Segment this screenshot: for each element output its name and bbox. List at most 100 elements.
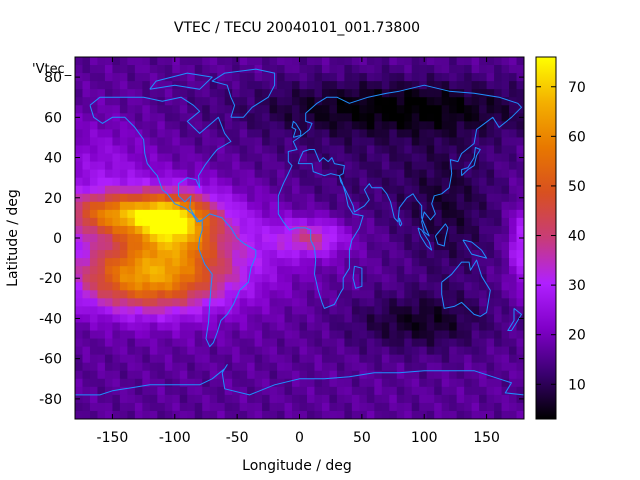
heatmap-cell <box>202 290 211 299</box>
heatmap-cell <box>277 177 286 187</box>
heatmap-cell <box>75 145 84 155</box>
heatmap-cell <box>127 394 136 404</box>
heatmap-cell <box>411 242 420 251</box>
heatmap-cell <box>149 242 158 251</box>
heatmap-cell <box>202 121 211 130</box>
heatmap-cell <box>187 81 196 90</box>
heatmap-cell <box>419 258 428 267</box>
heatmap-cell <box>389 314 398 324</box>
heatmap-cell <box>172 378 181 388</box>
heatmap-cell <box>194 145 203 155</box>
heatmap-cell <box>479 330 488 340</box>
heatmap-cell <box>389 242 398 251</box>
heatmap-cell <box>82 386 91 396</box>
heatmap-cell <box>329 282 338 291</box>
heatmap-cell <box>254 314 263 324</box>
heatmap-cell <box>441 177 450 187</box>
heatmap-cell <box>187 137 196 147</box>
heatmap-cell <box>464 346 473 356</box>
heatmap-cell <box>284 57 293 66</box>
heatmap-cell <box>164 65 173 74</box>
heatmap-cell <box>119 81 128 90</box>
heatmap-cell <box>104 402 114 412</box>
heatmap-cell <box>336 121 345 130</box>
heatmap-cell <box>306 322 316 332</box>
heatmap-cell <box>299 81 308 90</box>
heatmap-cell <box>202 306 211 316</box>
heatmap-cell <box>486 217 495 227</box>
heatmap-cell <box>374 81 383 90</box>
heatmap-cell <box>134 73 143 82</box>
heatmap-cell <box>179 354 188 364</box>
heatmap-cell <box>142 394 151 404</box>
heatmap-cell <box>314 225 323 235</box>
heatmap-cell <box>314 306 323 316</box>
heatmap-cell <box>217 233 226 243</box>
heatmap-cell <box>359 258 368 267</box>
heatmap-cell <box>202 410 211 419</box>
heatmap-cell <box>112 153 121 163</box>
y-tick-label: 0 <box>53 231 62 247</box>
heatmap-cell <box>179 314 188 324</box>
heatmap-cell <box>366 330 375 340</box>
heatmap-cell <box>321 242 331 251</box>
heatmap-cell <box>329 314 338 324</box>
heatmap-cell <box>149 274 158 283</box>
heatmap-cell <box>179 362 188 372</box>
heatmap-cell <box>149 169 158 179</box>
heatmap-cell <box>82 242 91 251</box>
heatmap-cell <box>179 378 188 388</box>
heatmap-cell <box>209 89 218 98</box>
heatmap-cell <box>172 161 181 171</box>
heatmap-cell <box>179 185 188 195</box>
heatmap-cell <box>134 330 143 340</box>
heatmap-cell <box>419 161 428 171</box>
heatmap-cell <box>217 330 226 340</box>
heatmap-cell <box>441 410 450 419</box>
heatmap-cell <box>277 386 286 396</box>
heatmap-cell <box>217 97 226 106</box>
heatmap-cell <box>217 322 226 332</box>
heatmap-cell <box>374 57 383 66</box>
heatmap-cell <box>194 169 203 179</box>
heatmap-cell <box>172 322 181 332</box>
heatmap-cell <box>374 314 383 324</box>
heatmap-cell <box>501 330 510 340</box>
heatmap-cell <box>441 65 450 74</box>
heatmap-cell <box>202 65 211 74</box>
heatmap-cell <box>509 121 518 130</box>
heatmap-cell <box>97 145 106 155</box>
heatmap-cell <box>127 169 136 179</box>
heatmap-cell <box>97 410 106 419</box>
heatmap-cell <box>434 330 443 340</box>
heatmap-cell <box>486 81 495 90</box>
heatmap-cell <box>434 201 443 211</box>
heatmap-cell <box>389 250 398 259</box>
heatmap-cell <box>127 209 136 219</box>
heatmap-cell <box>284 306 293 316</box>
heatmap-cell <box>404 370 413 380</box>
heatmap-cell <box>224 81 233 90</box>
heatmap-cell <box>134 242 143 251</box>
heatmap-cell <box>202 73 211 82</box>
heatmap-cell <box>172 177 181 187</box>
heatmap-cell <box>217 81 226 90</box>
heatmap-cell <box>389 233 398 243</box>
heatmap-cell <box>411 113 420 122</box>
heatmap-cell <box>149 410 158 419</box>
heatmap-cell <box>89 57 99 66</box>
heatmap-cell <box>396 89 405 98</box>
heatmap-cell <box>336 57 345 66</box>
heatmap-cell <box>351 105 360 114</box>
heatmap-cell <box>374 386 383 396</box>
heatmap-cell <box>381 402 390 412</box>
heatmap-cell <box>449 266 458 275</box>
heatmap-cell <box>456 410 465 419</box>
heatmap-cell <box>516 209 524 219</box>
heatmap-cell <box>329 193 338 203</box>
heatmap-cell <box>89 201 99 211</box>
heatmap-cell <box>254 378 263 388</box>
heatmap-cell <box>464 217 473 227</box>
heatmap-cell <box>269 402 278 412</box>
heatmap-cell <box>299 274 308 283</box>
